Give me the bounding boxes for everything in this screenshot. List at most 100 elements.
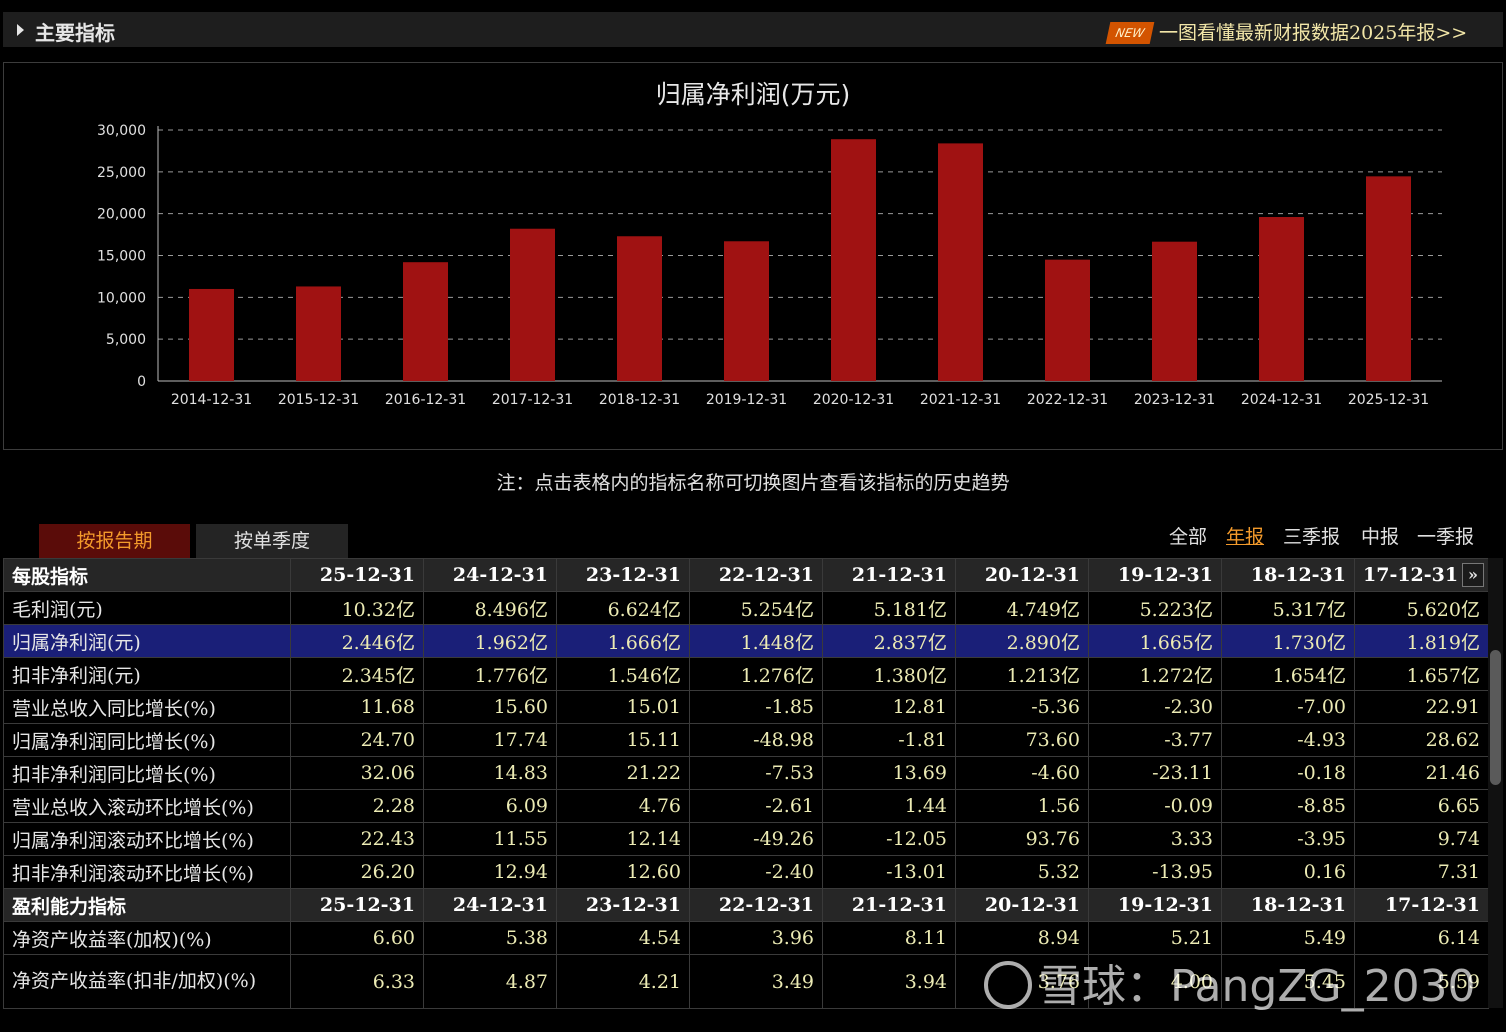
period-header: 22-12-31 <box>689 558 823 592</box>
indicator-name[interactable]: 扣非净利润(元) <box>3 657 291 691</box>
table-cell: 2.837亿 <box>822 624 956 658</box>
table-cell: 6.33 <box>290 954 424 1009</box>
table-cell: 1.546亿 <box>556 657 690 691</box>
table-cell: -4.93 <box>1221 723 1355 757</box>
y-tick-label: 10,000 <box>97 290 146 306</box>
period-header: 19-12-31 <box>1088 558 1222 592</box>
period-header: 21-12-31 <box>822 558 956 592</box>
table-cell: 1.213亿 <box>955 657 1089 691</box>
chart-title: 归属净利润(万元) <box>655 80 851 109</box>
period-header: 19-12-31 <box>1088 888 1222 922</box>
table-cell: -1.85 <box>689 690 823 724</box>
table-row[interactable]: 净资产收益率(扣非/加权)(%) 6.33 4.87 4.21 3.49 3.94 3.76… <box>3 954 1489 1009</box>
table-cell: 3.96 <box>689 921 823 955</box>
indicator-name[interactable]: 归属净利润同比增长(%) <box>3 723 291 757</box>
table-cell: -13.95 <box>1088 855 1222 889</box>
filter-q3[interactable]: 三季报 <box>1283 526 1341 548</box>
tab-single-quarter[interactable]: 按单季度 <box>196 524 348 558</box>
table-cell: 3.49 <box>689 954 823 1009</box>
table-cell: 14.83 <box>423 756 557 790</box>
period-header: 20-12-31 <box>955 558 1089 592</box>
filter-interim[interactable]: 中报 <box>1361 526 1400 548</box>
bar[interactable] <box>831 139 876 381</box>
x-tick-label: 2019-12-31 <box>706 392 787 408</box>
indicator-table-container: 每股指标 25-12-31 24-12-31 23-12-31 22-12-31 21-1… <box>3 558 1489 1009</box>
bar[interactable] <box>296 286 341 381</box>
bar[interactable] <box>1259 217 1304 381</box>
filter-annual[interactable]: 年报 <box>1226 526 1265 548</box>
table-cell: 1.272亿 <box>1088 657 1222 691</box>
indicator-name[interactable]: 扣非净利润滚动环比增长(%) <box>3 855 291 889</box>
indicator-name[interactable]: 归属净利润(元) <box>3 624 291 658</box>
indicator-table: 每股指标 25-12-31 24-12-31 23-12-31 22-12-31 21-1… <box>3 558 1489 1009</box>
bar[interactable] <box>938 143 983 381</box>
table-row[interactable]: 毛利润(元) 10.32亿 8.496亿 6.624亿 5.254亿 5.181亿 4.74… <box>3 591 1489 625</box>
bar[interactable] <box>403 262 448 381</box>
indicator-name[interactable]: 净资产收益率(加权)(%) <box>3 921 291 955</box>
filter-all[interactable]: 全部 <box>1169 526 1208 548</box>
table-row[interactable]: 归属净利润同比增长(%) 24.70 17.74 15.11 -48.98 -1.81 73… <box>3 723 1489 757</box>
table-row[interactable]: 归属净利润滚动环比增长(%) 22.43 11.55 12.14 -49.26 -12.0… <box>3 822 1489 856</box>
table-cell: -8.85 <box>1221 789 1355 823</box>
x-tick-label: 2020-12-31 <box>813 392 894 408</box>
bar[interactable] <box>617 236 662 381</box>
table-cell: 4.749亿 <box>955 591 1089 625</box>
table-cell: 2.890亿 <box>955 624 1089 658</box>
table-cell: 1.665亿 <box>1088 624 1222 658</box>
table-cell: 32.06 <box>290 756 424 790</box>
indicator-name[interactable]: 毛利润(元) <box>3 591 291 625</box>
table-cell: 5.32 <box>955 855 1089 889</box>
x-tick-label: 2018-12-31 <box>599 392 680 408</box>
table-cell: 8.11 <box>822 921 956 955</box>
table-cell: 5.181亿 <box>822 591 956 625</box>
table-cell: 93.76 <box>955 822 1089 856</box>
y-tick-label: 15,000 <box>97 249 146 265</box>
tab-report-period[interactable]: 按报告期 <box>39 524 190 558</box>
period-header: 25-12-31 <box>290 888 424 922</box>
table-row[interactable]: 扣非净利润(元) 2.345亿 1.776亿 1.546亿 1.276亿 1.380亿 1.… <box>3 657 1489 691</box>
bar[interactable] <box>724 241 769 381</box>
x-tick-label: 2022-12-31 <box>1027 392 1108 408</box>
table-cell: 1.56 <box>955 789 1089 823</box>
bar-chart: 0 5,000 10,000 15,000 20,000 25,000 30,000 2014… <box>97 123 1442 408</box>
bar[interactable] <box>1045 259 1090 381</box>
table-row[interactable]: 归属净利润(元) 2.446亿 1.962亿 1.666亿 1.448亿 2.837亿 2.… <box>3 624 1489 658</box>
table-row[interactable]: 扣非净利润滚动环比增长(%) 26.20 12.94 12.60 -2.40 -13.01… <box>3 855 1489 889</box>
table-cell: -7.00 <box>1221 690 1355 724</box>
watermark-text: 雪球：PangZG_2030 <box>1038 961 1476 1012</box>
vertical-scrollbar[interactable] <box>1488 558 1503 1008</box>
indicator-name[interactable]: 净资产收益率(扣非/加权)(%) <box>3 954 291 1009</box>
indicator-name[interactable]: 扣非净利润同比增长(%) <box>3 756 291 790</box>
section-header: 主要指标 NEW 一图看懂最新财报数据2025年报>> <box>3 12 1503 47</box>
period-header: 24-12-31 <box>423 888 557 922</box>
table-cell: 1.730亿 <box>1221 624 1355 658</box>
promo-link[interactable]: 一图看懂最新财报数据2025年报>> <box>1159 22 1468 44</box>
x-tick-label: 2015-12-31 <box>278 392 359 408</box>
bar[interactable] <box>1366 176 1411 381</box>
next-period-button[interactable]: » <box>1462 563 1484 587</box>
table-cell: 4.76 <box>556 789 690 823</box>
bar[interactable] <box>510 228 555 381</box>
table-cell: 1.380亿 <box>822 657 956 691</box>
filter-q1[interactable]: 一季报 <box>1417 526 1475 548</box>
y-tick-label: 0 <box>137 374 146 390</box>
table-row[interactable]: 营业总收入滚动环比增长(%) 2.28 6.09 4.76 -2.61 1.44 1.56-… <box>3 789 1489 823</box>
indicator-name[interactable]: 营业总收入滚动环比增长(%) <box>3 789 291 823</box>
scrollbar-thumb[interactable] <box>1490 650 1501 785</box>
table-row[interactable]: 净资产收益率(加权)(%) 6.60 5.38 4.54 3.96 8.11 8.94 5.2… <box>3 921 1489 955</box>
table-cell: -4.60 <box>955 756 1089 790</box>
period-header: 17-12-31 <box>1354 888 1489 922</box>
table-row[interactable]: 扣非净利润同比增长(%) 32.06 14.83 21.22 -7.53 13.69 -4.… <box>3 756 1489 790</box>
indicator-name[interactable]: 营业总收入同比增长(%) <box>3 690 291 724</box>
table-cell: -5.36 <box>955 690 1089 724</box>
table-cell: 1.776亿 <box>423 657 557 691</box>
y-tick-label: 30,000 <box>97 123 146 139</box>
y-tick-label: 20,000 <box>97 207 146 223</box>
section-header-row: 每股指标 25-12-31 24-12-31 23-12-31 22-12-31 21-1… <box>3 558 1489 592</box>
indicator-name[interactable]: 归属净利润滚动环比增长(%) <box>3 822 291 856</box>
bar[interactable] <box>1152 241 1197 381</box>
table-cell: 1.44 <box>822 789 956 823</box>
table-row[interactable]: 营业总收入同比增长(%) 11.68 15.60 15.01 -1.85 12.81 -5.… <box>3 690 1489 724</box>
table-cell: -49.26 <box>689 822 823 856</box>
bar[interactable] <box>189 288 234 381</box>
